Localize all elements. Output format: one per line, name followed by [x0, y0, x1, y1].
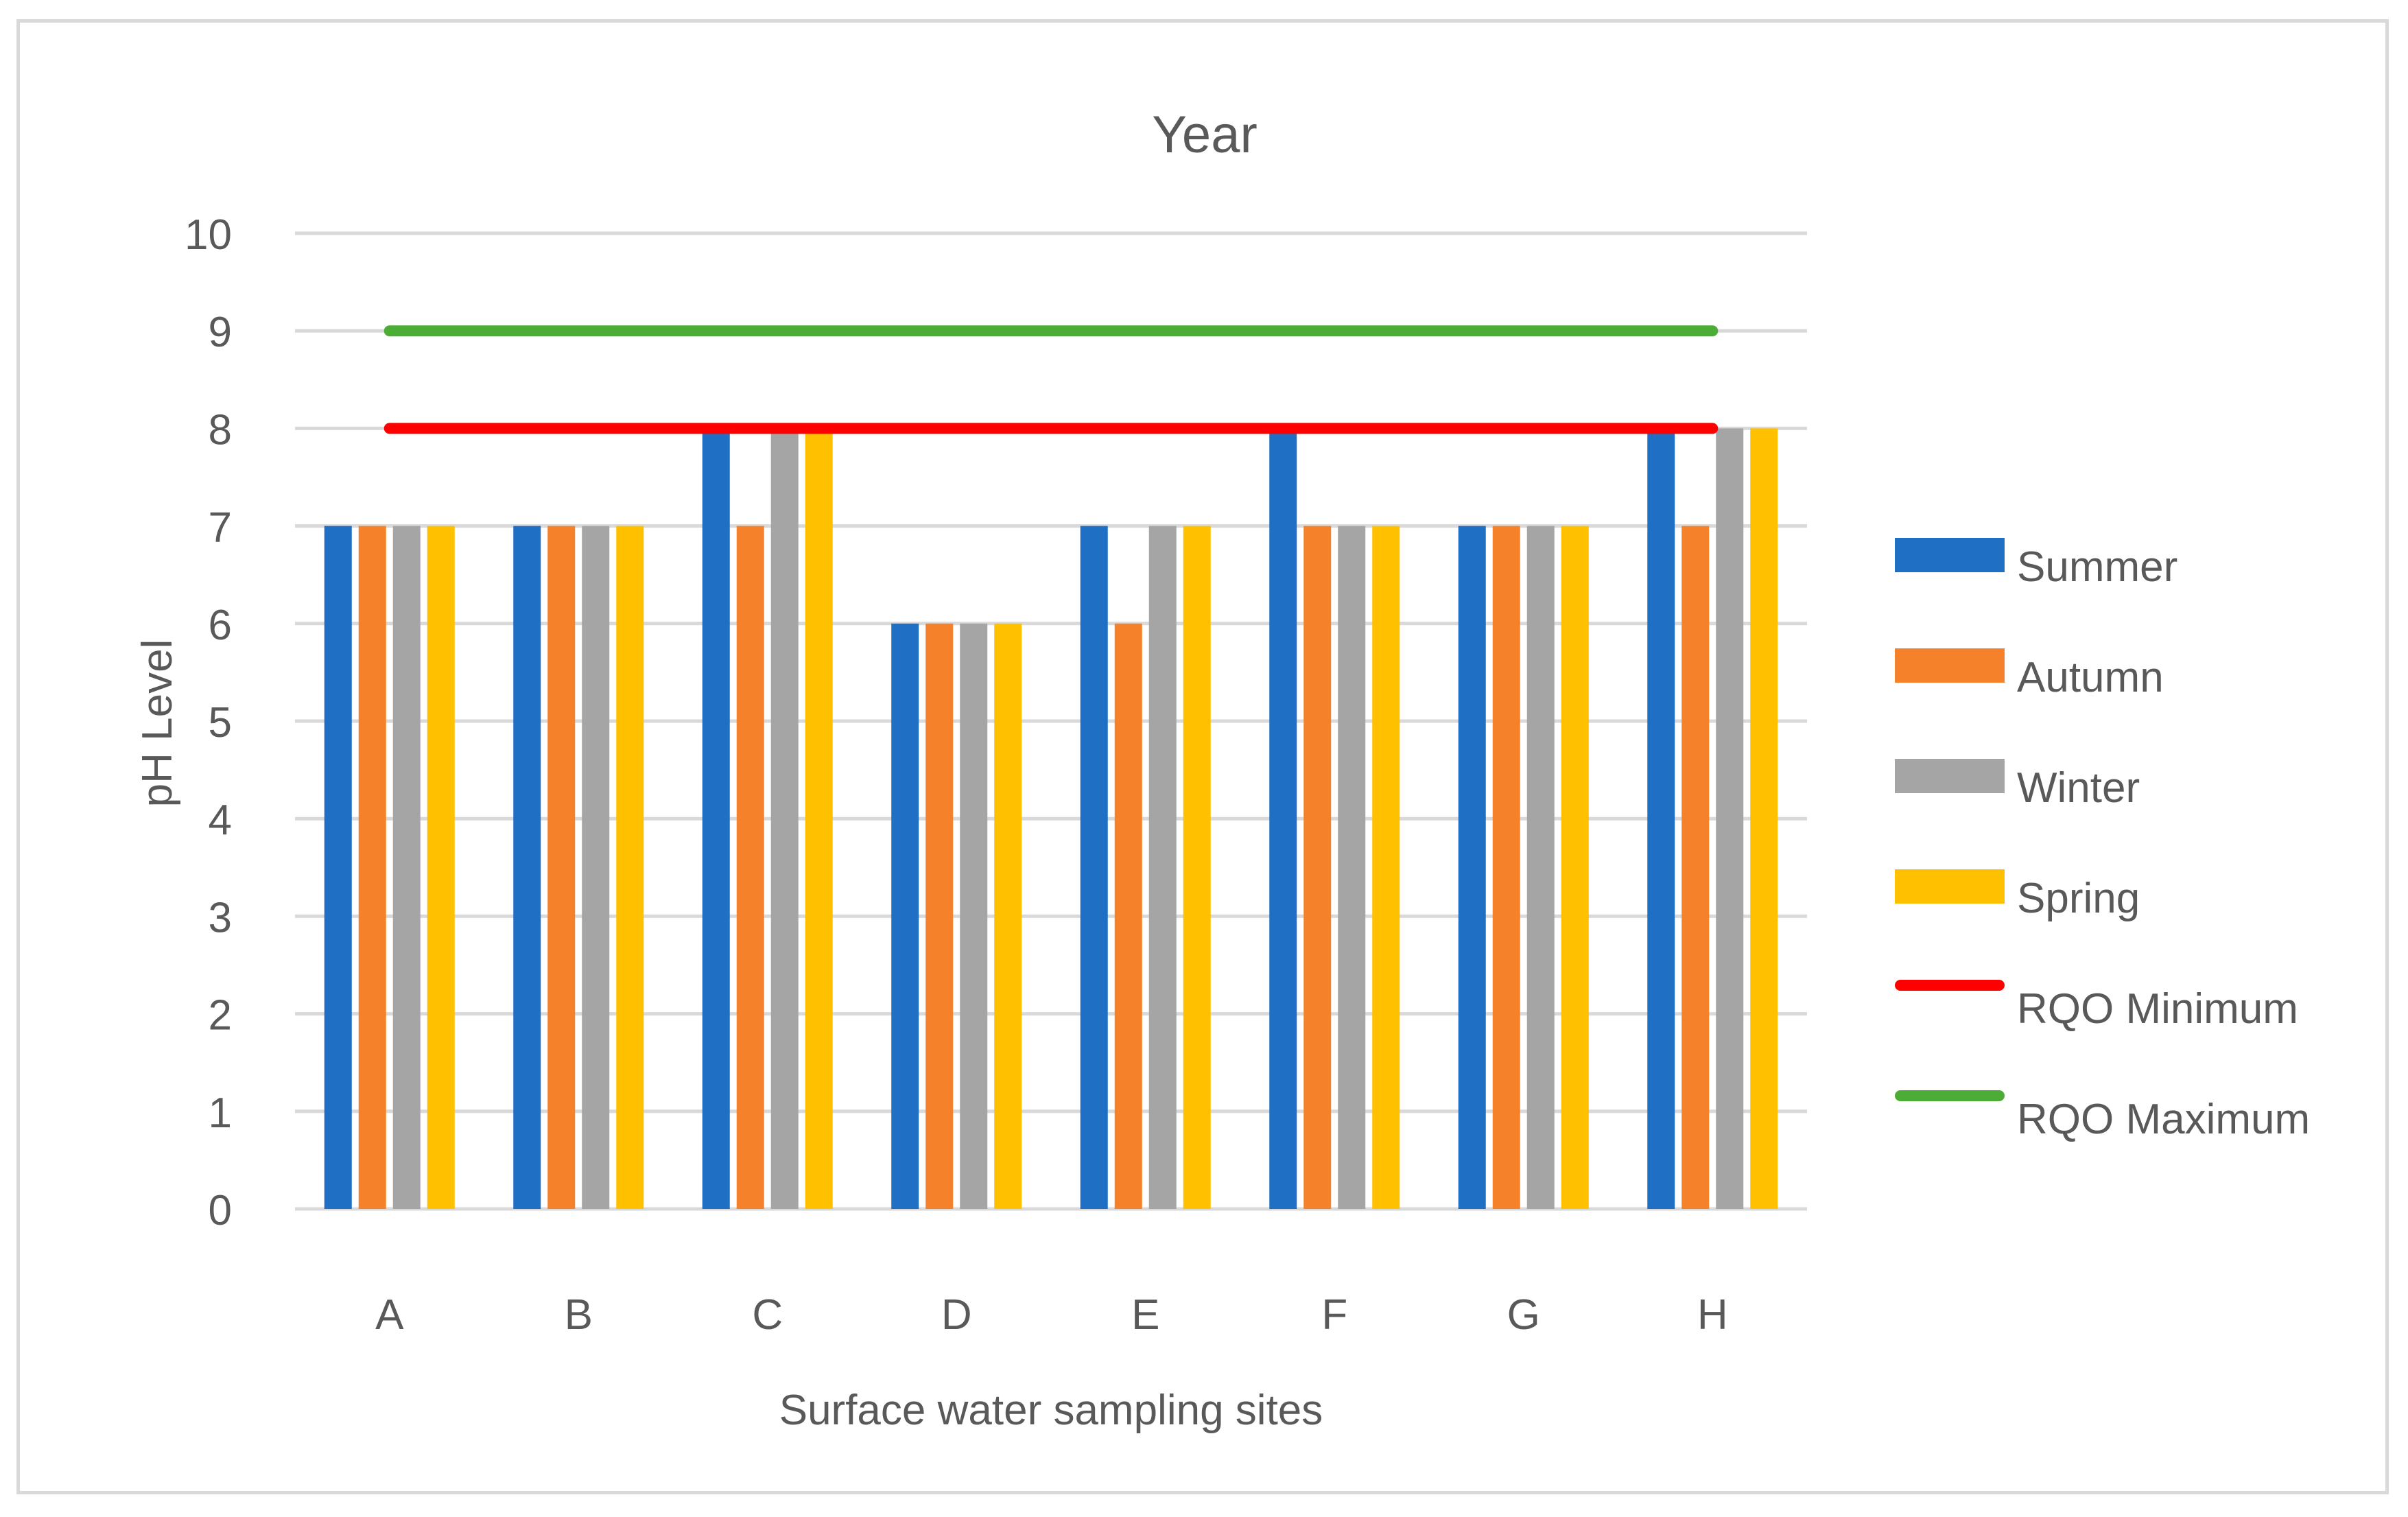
- bar-g-spring: [1561, 526, 1589, 1209]
- bar-d-summer: [891, 623, 919, 1209]
- bar-d-spring: [994, 623, 1022, 1209]
- x-tick-label: G: [1507, 1291, 1540, 1339]
- bar-c-summer: [702, 428, 730, 1209]
- legend-label: Spring: [2017, 875, 2140, 922]
- chart-title: Year: [1152, 106, 1258, 164]
- y-axis-label: pH Level: [134, 639, 181, 808]
- y-tick-label: 4: [209, 797, 232, 844]
- bar-a-spring: [427, 526, 455, 1209]
- bar-a-winter: [392, 526, 421, 1209]
- x-tick-label: H: [1697, 1291, 1728, 1339]
- bar-e-winter: [1148, 526, 1177, 1209]
- y-tick-labels: 0 1 2 3 4 5 6 7 8 9 10: [185, 211, 232, 1234]
- legend-label: RQO Minimum: [2017, 985, 2298, 1033]
- bar-e-summer: [1080, 526, 1108, 1209]
- bar-f-winter: [1338, 526, 1366, 1209]
- legend-swatch-summer: [1895, 538, 2005, 572]
- legend-swatch-winter: [1895, 759, 2005, 793]
- x-tick-label: E: [1131, 1291, 1159, 1339]
- y-tick-label: 8: [209, 406, 232, 454]
- bar-e-autumn: [1114, 623, 1142, 1209]
- bar-c-winter: [770, 428, 799, 1209]
- legend: Summer Autumn Winter Spring RQO Minimum RQO M…: [1895, 538, 2310, 1143]
- legend-label: Autumn: [2017, 654, 2164, 701]
- y-tick-label: 5: [209, 699, 232, 746]
- bars: [324, 428, 1778, 1209]
- y-tick-label: 3: [209, 894, 232, 941]
- bar-h-summer: [1647, 428, 1675, 1209]
- bar-g-autumn: [1492, 526, 1520, 1209]
- bar-d-winter: [960, 623, 988, 1209]
- bar-f-spring: [1372, 526, 1400, 1209]
- bar-a-autumn: [358, 526, 386, 1209]
- y-tick-label: 2: [209, 992, 232, 1039]
- legend-swatch-spring: [1895, 869, 2005, 904]
- y-tick-label: 1: [209, 1090, 232, 1137]
- legend-label: Winter: [2017, 764, 2140, 812]
- bar-f-autumn: [1303, 526, 1332, 1209]
- bar-a-summer: [324, 526, 352, 1209]
- x-tick-label: D: [941, 1291, 972, 1339]
- reference-lines: [383, 325, 1719, 434]
- y-tick-label: 0: [209, 1187, 232, 1234]
- bar-b-autumn: [547, 526, 576, 1209]
- y-tick-label: 7: [209, 504, 232, 552]
- x-tick-label: A: [375, 1291, 404, 1339]
- bar-g-summer: [1458, 526, 1486, 1209]
- x-tick-label: B: [565, 1291, 593, 1339]
- legend-label: Summer: [2017, 543, 2177, 591]
- legend-label: RQO Maximum: [2017, 1096, 2310, 1143]
- bar-g-winter: [1526, 526, 1555, 1209]
- bar-h-autumn: [1681, 526, 1710, 1209]
- bar-h-spring: [1750, 428, 1778, 1209]
- bar-c-autumn: [736, 526, 764, 1209]
- bar-f-summer: [1269, 428, 1297, 1209]
- x-tick-label: C: [752, 1291, 783, 1339]
- legend-swatch-autumn: [1895, 648, 2005, 683]
- y-tick-label: 10: [185, 211, 232, 259]
- bar-h-winter: [1716, 428, 1744, 1209]
- bar-d-autumn: [925, 623, 954, 1209]
- x-tick-label: F: [1321, 1291, 1347, 1339]
- bar-b-summer: [513, 526, 541, 1209]
- x-tick-labels: A B C D E F G H: [375, 1291, 1728, 1339]
- bar-e-spring: [1183, 526, 1211, 1209]
- y-tick-label: 9: [209, 309, 232, 356]
- y-tick-label: 6: [209, 602, 232, 649]
- x-axis-label: Surface water sampling sites: [779, 1387, 1323, 1434]
- bar-b-winter: [582, 526, 610, 1209]
- bar-c-spring: [805, 428, 833, 1209]
- bar-b-spring: [616, 526, 644, 1209]
